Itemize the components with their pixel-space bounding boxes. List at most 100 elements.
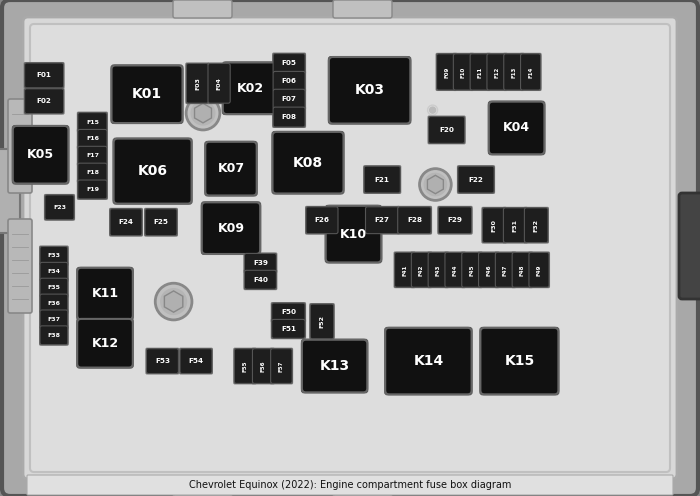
FancyBboxPatch shape [40, 310, 68, 329]
Text: F02: F02 [36, 98, 52, 104]
FancyBboxPatch shape [512, 252, 532, 287]
Text: K15: K15 [504, 354, 535, 368]
FancyBboxPatch shape [438, 207, 472, 234]
FancyBboxPatch shape [146, 349, 178, 373]
Text: F36: F36 [48, 301, 60, 306]
FancyBboxPatch shape [111, 65, 183, 123]
FancyBboxPatch shape [208, 63, 230, 103]
FancyBboxPatch shape [452, 53, 475, 91]
Text: K13: K13 [319, 359, 350, 373]
Text: F30: F30 [491, 219, 497, 232]
FancyBboxPatch shape [458, 166, 494, 193]
FancyBboxPatch shape [244, 269, 277, 290]
FancyBboxPatch shape [469, 53, 491, 91]
FancyBboxPatch shape [504, 54, 524, 90]
FancyBboxPatch shape [511, 251, 533, 288]
FancyBboxPatch shape [272, 53, 306, 74]
FancyBboxPatch shape [234, 349, 255, 383]
Text: F54: F54 [188, 358, 204, 364]
FancyBboxPatch shape [251, 348, 275, 384]
FancyBboxPatch shape [77, 319, 133, 368]
FancyBboxPatch shape [325, 205, 382, 263]
Polygon shape [164, 291, 183, 312]
Text: F40: F40 [253, 277, 268, 283]
FancyBboxPatch shape [521, 54, 540, 90]
FancyBboxPatch shape [271, 318, 306, 339]
FancyBboxPatch shape [25, 89, 64, 114]
FancyBboxPatch shape [180, 349, 212, 373]
FancyBboxPatch shape [524, 208, 548, 243]
FancyBboxPatch shape [40, 294, 68, 313]
Text: F52: F52 [319, 315, 325, 328]
FancyBboxPatch shape [477, 251, 500, 288]
FancyBboxPatch shape [272, 70, 306, 92]
FancyBboxPatch shape [363, 165, 401, 194]
Text: F15: F15 [86, 120, 99, 124]
FancyBboxPatch shape [272, 132, 344, 193]
Text: F19: F19 [86, 187, 99, 192]
FancyBboxPatch shape [462, 252, 482, 287]
Circle shape [191, 101, 215, 125]
FancyBboxPatch shape [78, 129, 107, 148]
FancyBboxPatch shape [186, 62, 209, 104]
FancyBboxPatch shape [0, 149, 20, 233]
Circle shape [186, 96, 220, 130]
Text: F14: F14 [528, 66, 533, 77]
Text: K01: K01 [132, 87, 162, 101]
FancyBboxPatch shape [40, 326, 68, 345]
Text: F46: F46 [486, 264, 491, 276]
FancyBboxPatch shape [496, 252, 515, 287]
FancyBboxPatch shape [494, 251, 517, 288]
FancyBboxPatch shape [8, 99, 32, 193]
Text: F13: F13 [511, 66, 517, 77]
FancyBboxPatch shape [428, 252, 448, 287]
Text: K05: K05 [27, 148, 54, 161]
Polygon shape [195, 103, 211, 123]
FancyBboxPatch shape [482, 208, 506, 243]
Text: F35: F35 [48, 285, 60, 290]
FancyBboxPatch shape [395, 252, 414, 287]
FancyBboxPatch shape [78, 146, 107, 165]
Text: F53: F53 [155, 358, 170, 364]
FancyBboxPatch shape [244, 252, 277, 273]
FancyBboxPatch shape [8, 219, 32, 313]
FancyBboxPatch shape [39, 309, 69, 330]
FancyBboxPatch shape [144, 208, 178, 237]
FancyBboxPatch shape [23, 17, 677, 479]
FancyBboxPatch shape [12, 125, 69, 185]
FancyBboxPatch shape [305, 206, 339, 235]
Text: F25: F25 [153, 219, 169, 225]
FancyBboxPatch shape [272, 131, 344, 194]
FancyBboxPatch shape [78, 180, 107, 199]
FancyBboxPatch shape [302, 340, 368, 392]
FancyBboxPatch shape [480, 327, 559, 395]
FancyBboxPatch shape [233, 348, 257, 384]
Text: F06: F06 [281, 78, 297, 84]
Text: F47: F47 [503, 264, 508, 276]
Text: F50: F50 [281, 310, 296, 315]
FancyBboxPatch shape [77, 128, 108, 149]
FancyBboxPatch shape [384, 327, 472, 395]
Text: F48: F48 [519, 264, 525, 276]
Text: K10: K10 [340, 228, 367, 241]
Text: F24: F24 [118, 219, 134, 225]
Text: F16: F16 [86, 136, 99, 141]
FancyBboxPatch shape [111, 64, 183, 124]
Text: F04: F04 [216, 77, 222, 90]
FancyBboxPatch shape [44, 194, 75, 221]
Text: F17: F17 [86, 153, 99, 158]
FancyBboxPatch shape [438, 206, 472, 235]
Text: K07: K07 [218, 162, 244, 175]
Text: F22: F22 [468, 177, 484, 183]
FancyBboxPatch shape [244, 270, 276, 289]
Text: F34: F34 [48, 269, 60, 274]
Text: F38: F38 [48, 333, 60, 338]
FancyBboxPatch shape [78, 113, 107, 131]
FancyBboxPatch shape [109, 208, 143, 237]
FancyBboxPatch shape [201, 201, 261, 255]
FancyBboxPatch shape [503, 208, 527, 243]
FancyBboxPatch shape [273, 54, 305, 73]
Text: K04: K04 [503, 122, 530, 134]
FancyBboxPatch shape [470, 54, 490, 90]
Text: F44: F44 [452, 264, 458, 276]
